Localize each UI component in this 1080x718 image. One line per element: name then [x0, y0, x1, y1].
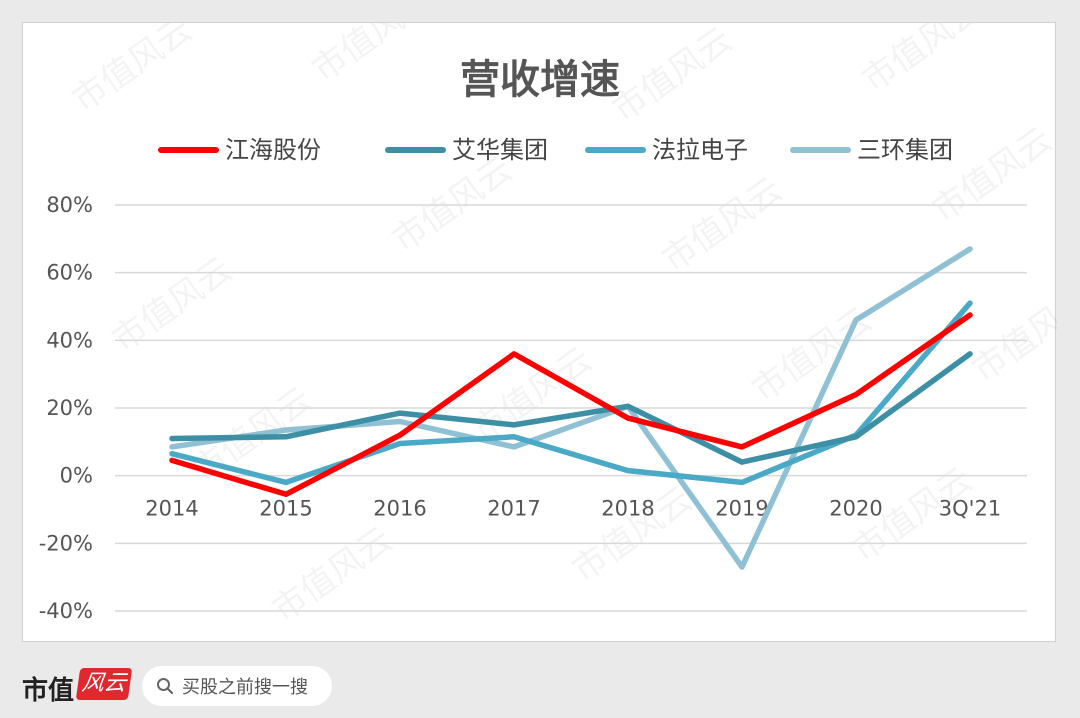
- legend-label: 艾华集团: [452, 136, 548, 164]
- y-tick-label: -40%: [39, 599, 93, 623]
- legend-label: 三环集团: [857, 136, 953, 164]
- y-tick-label: 80%: [46, 193, 93, 217]
- search-icon: [157, 678, 174, 695]
- search-box[interactable]: 买股之前搜一搜: [142, 666, 332, 706]
- x-tick-label: 2015: [259, 497, 312, 521]
- y-tick-label: -20%: [39, 531, 93, 555]
- y-tick-label: 20%: [46, 396, 93, 420]
- x-tick-label: 2014: [145, 497, 198, 521]
- brand-logo: 风云: [75, 668, 133, 700]
- legend-label: 江海股份: [225, 136, 321, 164]
- chart-title: 营收增速: [460, 57, 620, 103]
- search-placeholder: 买股之前搜一搜: [182, 677, 308, 698]
- x-tick-label: 2018: [601, 497, 654, 521]
- y-tick-label: 60%: [46, 261, 93, 285]
- legend-label: 法拉电子: [652, 136, 748, 164]
- x-tick-label: 2019: [715, 497, 768, 521]
- chart-panel: 市值风云市值风云市值风云市值风云市值风云市值风云市值风云市值风云市值风云市值风云…: [22, 22, 1057, 642]
- series-line-2: [169, 351, 973, 465]
- revenue-growth-chart: 市值风云市值风云市值风云市值风云市值风云市值风云市值风云市值风云市值风云市值风云…: [39, 23, 1057, 631]
- x-tick-label: 3Q'21: [939, 497, 1001, 521]
- y-tick-label: 40%: [46, 328, 93, 352]
- x-tick-label: 2017: [487, 497, 540, 521]
- brand-name: 市值: [22, 676, 75, 706]
- y-tick-label: 0%: [60, 464, 93, 488]
- x-tick-label: 2020: [829, 497, 882, 521]
- footer-bar: 市值 风云 买股之前搜一搜: [0, 654, 1080, 718]
- series-line-4: [169, 246, 973, 570]
- series-line-1: [169, 312, 973, 498]
- x-tick-label: 2016: [373, 497, 426, 521]
